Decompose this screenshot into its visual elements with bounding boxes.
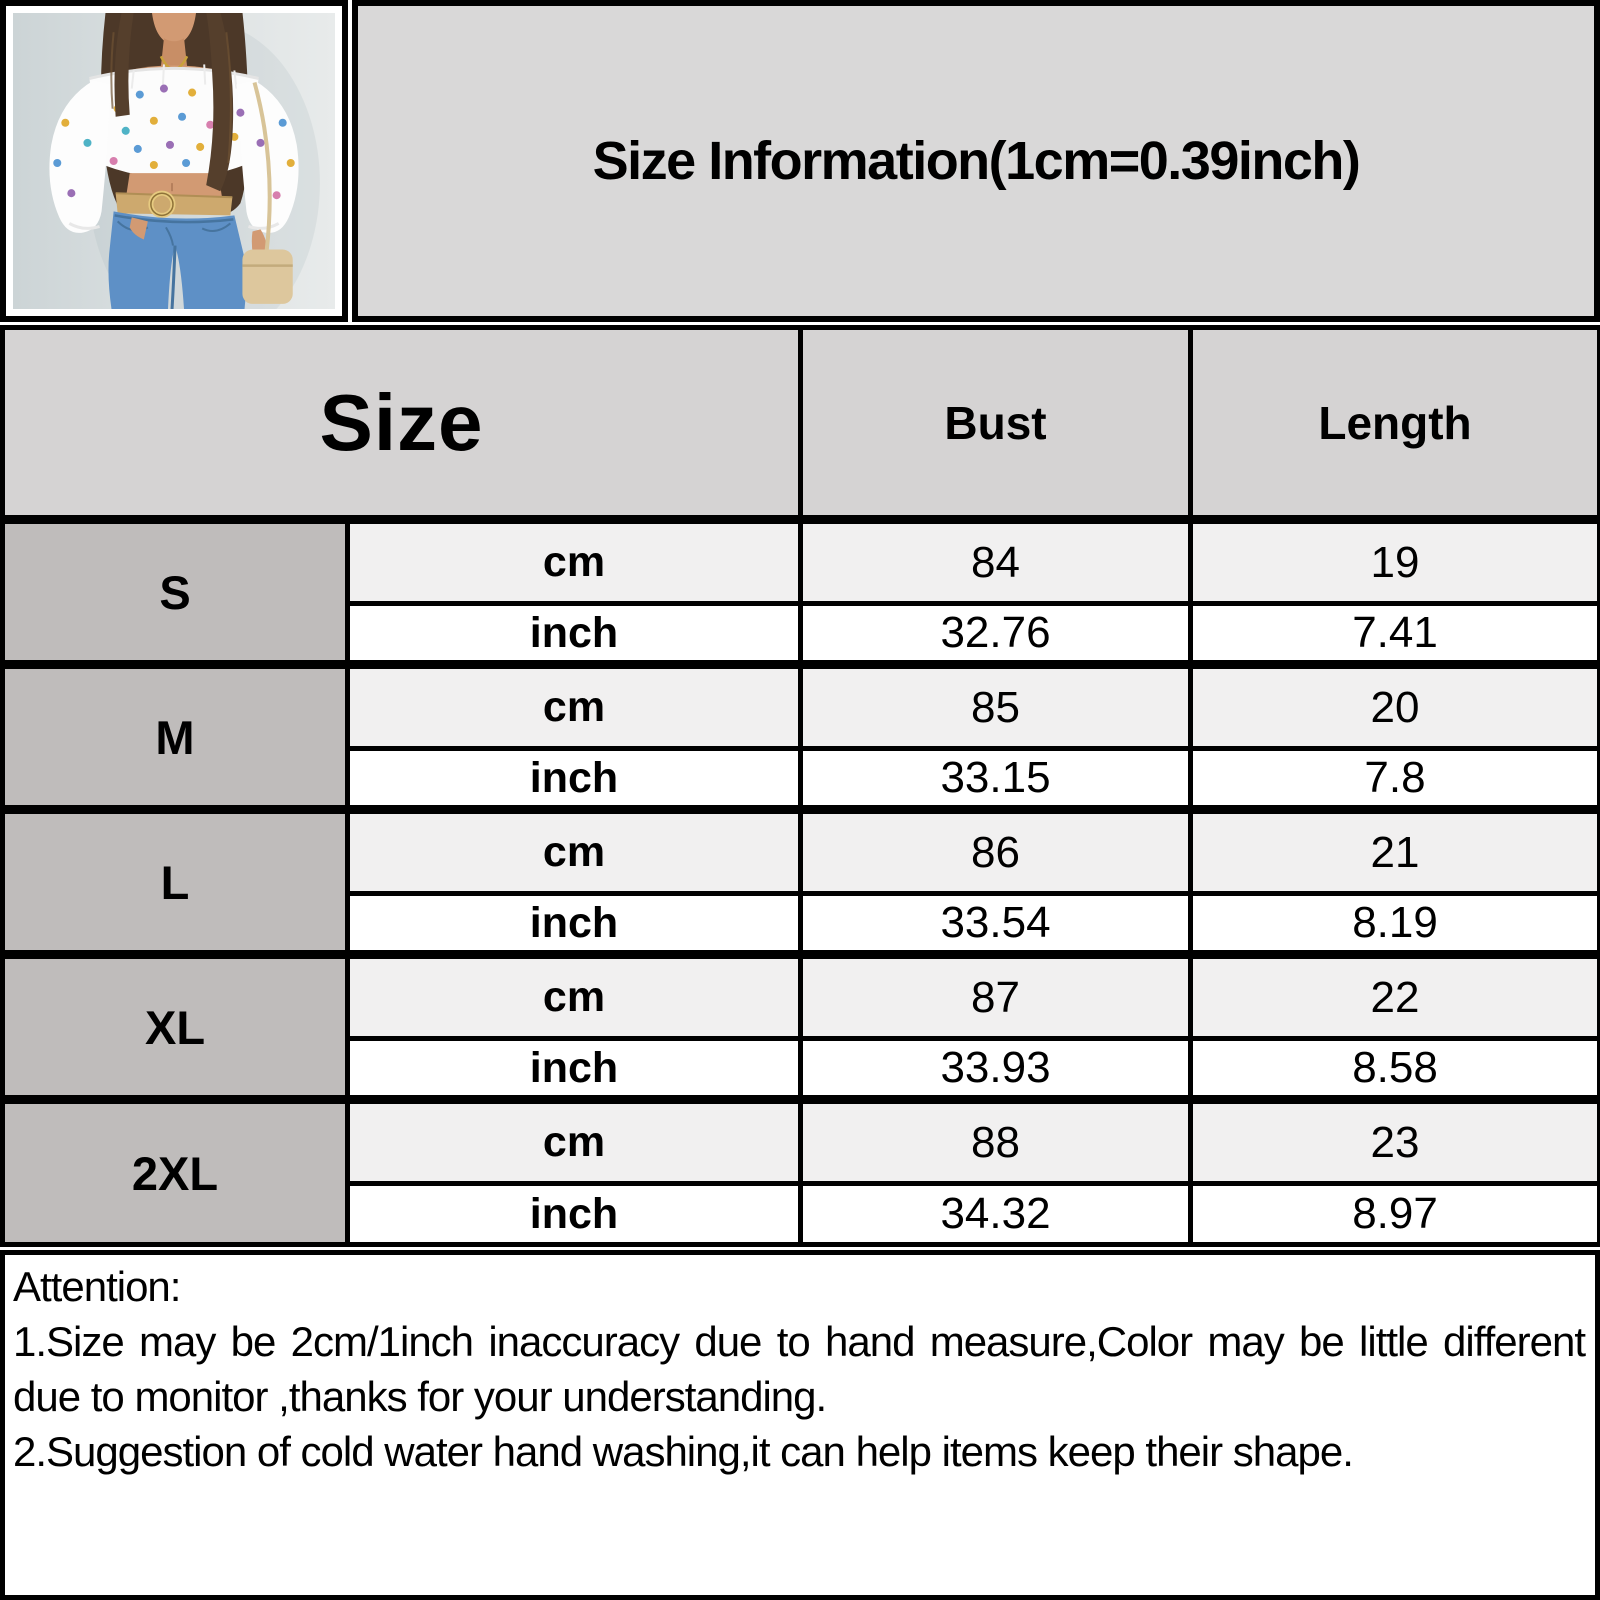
size-table: Size Bust Length S cm 84 19 inch 32.76 7… <box>0 325 1600 1247</box>
length-value: 8.58 <box>1188 1036 1600 1102</box>
unit-cell: cm <box>344 950 804 1041</box>
unit-cell: cm <box>344 660 804 751</box>
column-header-size: Size <box>0 325 804 524</box>
length-value: 21 <box>1188 805 1600 896</box>
length-value: 7.8 <box>1188 746 1600 812</box>
length-value: 8.19 <box>1188 891 1600 957</box>
length-value: 22 <box>1188 950 1600 1041</box>
unit-cell: inch <box>344 1036 804 1102</box>
size-cell-s: S <box>0 515 350 667</box>
unit-cell: cm <box>344 1095 804 1186</box>
table-row: M cm 85 20 <box>0 660 1600 812</box>
unit-cell: cm <box>344 805 804 896</box>
product-photo <box>0 0 348 322</box>
length-value: 20 <box>1188 660 1600 751</box>
unit-cell: inch <box>344 1181 804 1247</box>
size-cell-xl: XL <box>0 950 350 1102</box>
size-cell-m: M <box>0 660 350 812</box>
table-row: XL cm 87 22 <box>0 950 1600 1102</box>
unit-cell: inch <box>344 601 804 667</box>
unit-cell: cm <box>344 515 804 606</box>
bust-value: 86 <box>798 805 1194 896</box>
bust-value: 33.54 <box>798 891 1194 957</box>
bust-value: 34.32 <box>798 1181 1194 1247</box>
unit-cell: inch <box>344 746 804 812</box>
table-row: inch 33.15 7.8 <box>3 746 1600 812</box>
length-value: 19 <box>1188 515 1600 606</box>
bust-value: 85 <box>798 660 1194 751</box>
bust-value: 33.93 <box>798 1036 1194 1102</box>
attention-box: Attention: 1.Size may be 2cm/1inch inacc… <box>0 1250 1600 1600</box>
bust-value: 32.76 <box>798 601 1194 667</box>
bust-value: 84 <box>798 515 1194 606</box>
column-header-bust: Bust <box>798 325 1194 524</box>
length-value: 8.97 <box>1188 1181 1600 1247</box>
top-band: Size Information(1cm=0.39inch) <box>0 0 1600 322</box>
table-row: inch 33.54 8.19 <box>3 891 1600 957</box>
table-row: L cm 86 21 <box>0 805 1600 957</box>
table-row: inch 32.76 7.41 <box>3 601 1600 667</box>
bust-value: 33.15 <box>798 746 1194 812</box>
attention-note-2: 2.Suggestion of cold water hand washing,… <box>13 1428 1354 1475</box>
table-row: inch 33.93 8.58 <box>3 1036 1600 1102</box>
length-value: 23 <box>1188 1095 1600 1186</box>
table-header-row: Size Bust Length <box>0 325 1600 524</box>
attention-note-1: 1.Size may be 2cm/1inch inaccuracy due t… <box>13 1318 1586 1420</box>
column-header-length: Length <box>1188 325 1600 524</box>
table-row: 2XL cm 88 23 <box>0 1095 1600 1247</box>
bust-value: 87 <box>798 950 1194 1041</box>
size-cell-2xl: 2XL <box>0 1095 350 1247</box>
table-row: S cm 84 19 <box>0 515 1600 667</box>
table-row: inch 34.32 8.97 <box>3 1181 1600 1247</box>
unit-cell: inch <box>344 891 804 957</box>
product-photo-illustration <box>13 13 335 309</box>
size-cell-l: L <box>0 805 350 957</box>
bust-value: 88 <box>798 1095 1194 1186</box>
length-value: 7.41 <box>1188 601 1600 667</box>
page-title: Size Information(1cm=0.39inch) <box>592 131 1361 191</box>
attention-heading: Attention: <box>13 1263 181 1310</box>
size-info-header: Size Information(1cm=0.39inch) <box>352 0 1600 322</box>
